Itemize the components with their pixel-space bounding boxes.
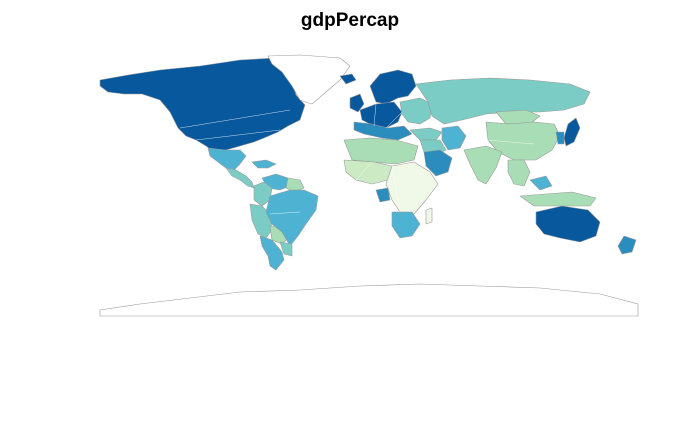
region-antarctica bbox=[99, 283, 639, 317]
region-western-europe bbox=[359, 101, 403, 129]
region-saudi-arabia bbox=[423, 149, 453, 177]
region-korea bbox=[555, 131, 565, 145]
region-iran bbox=[441, 125, 467, 151]
region-turkey bbox=[409, 127, 443, 141]
region-central-east-africa bbox=[385, 161, 439, 215]
region-mexico bbox=[207, 147, 247, 171]
country-borders bbox=[179, 103, 535, 215]
region-indonesia bbox=[519, 191, 597, 207]
region-scandinavia bbox=[369, 69, 417, 105]
map-title: gdpPercap bbox=[300, 10, 400, 31]
region-mongolia bbox=[495, 109, 541, 125]
region-southern-europe bbox=[353, 121, 413, 141]
region-australia bbox=[535, 205, 601, 243]
region-india bbox=[463, 145, 503, 185]
region-north-africa bbox=[343, 137, 419, 165]
region-brazil bbox=[265, 189, 319, 247]
region-west-africa bbox=[343, 159, 393, 185]
region-greenland bbox=[267, 54, 351, 105]
region-uruguay-paraguay bbox=[279, 241, 293, 257]
region-uk-ireland bbox=[349, 93, 365, 113]
region-malaysia bbox=[529, 175, 553, 191]
region-iceland bbox=[339, 73, 357, 85]
region-southeast-asia bbox=[507, 159, 531, 187]
region-southern-africa bbox=[391, 211, 421, 239]
region-russia-central-asia bbox=[415, 77, 591, 125]
region-new-zealand bbox=[617, 235, 637, 255]
region-china bbox=[485, 121, 561, 161]
region-eastern-europe bbox=[399, 97, 433, 125]
region-central-america bbox=[225, 167, 255, 189]
region-gabon bbox=[375, 187, 391, 203]
region-chile-argentina bbox=[259, 235, 285, 271]
region-japan bbox=[563, 117, 581, 147]
region-caribbean bbox=[251, 159, 277, 169]
region-madagascar bbox=[425, 207, 433, 225]
region-north-america bbox=[99, 57, 306, 153]
